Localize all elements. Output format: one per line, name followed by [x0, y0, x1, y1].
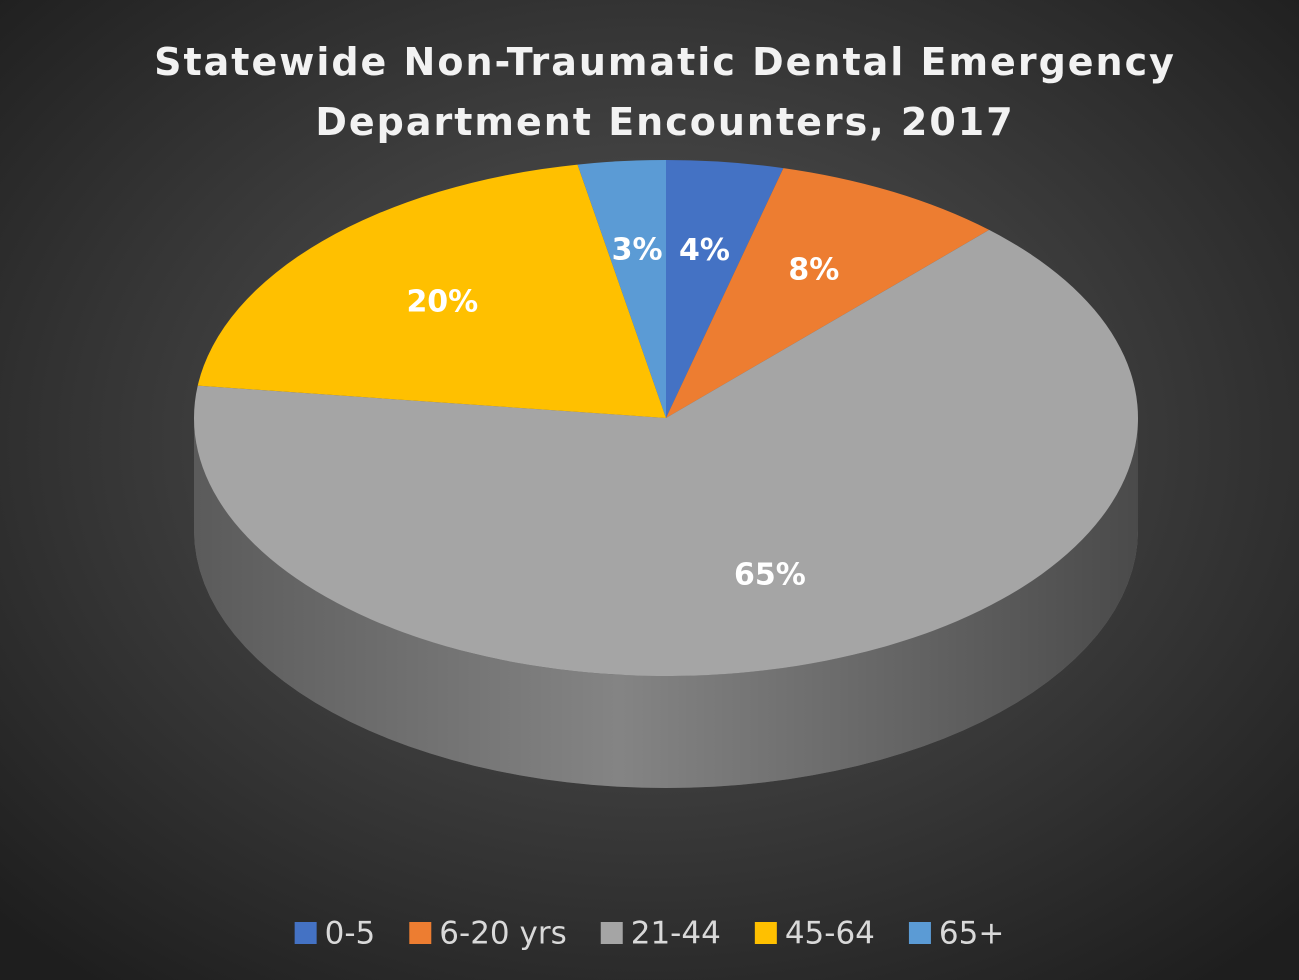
slice: [577, 160, 666, 418]
legend-swatch: [908, 922, 931, 944]
data-label: 20%: [406, 285, 478, 320]
chart-title: Statewide Non-Traumatic Dental Emergency…: [154, 40, 1176, 144]
slice: [194, 229, 1139, 677]
legend-label: 21-44: [631, 916, 721, 952]
slice: [666, 168, 990, 418]
data-label: 65%: [734, 557, 806, 592]
slice-side-shade: [194, 418, 1138, 788]
legend-label: 45-64: [785, 916, 875, 952]
slice: [197, 164, 666, 418]
legend-swatch: [754, 922, 777, 944]
legend-label: 65+: [939, 916, 1004, 952]
legend-swatch: [600, 922, 623, 944]
legend-swatch: [409, 922, 432, 944]
legend-swatch: [294, 922, 317, 944]
data-label: 8%: [788, 253, 839, 288]
legend-label: 0-5: [325, 916, 376, 952]
slice: [666, 160, 784, 418]
data-label: 3%: [612, 233, 663, 268]
data-label: 4%: [679, 233, 730, 268]
legend-label: 6-20 yrs: [439, 916, 566, 952]
